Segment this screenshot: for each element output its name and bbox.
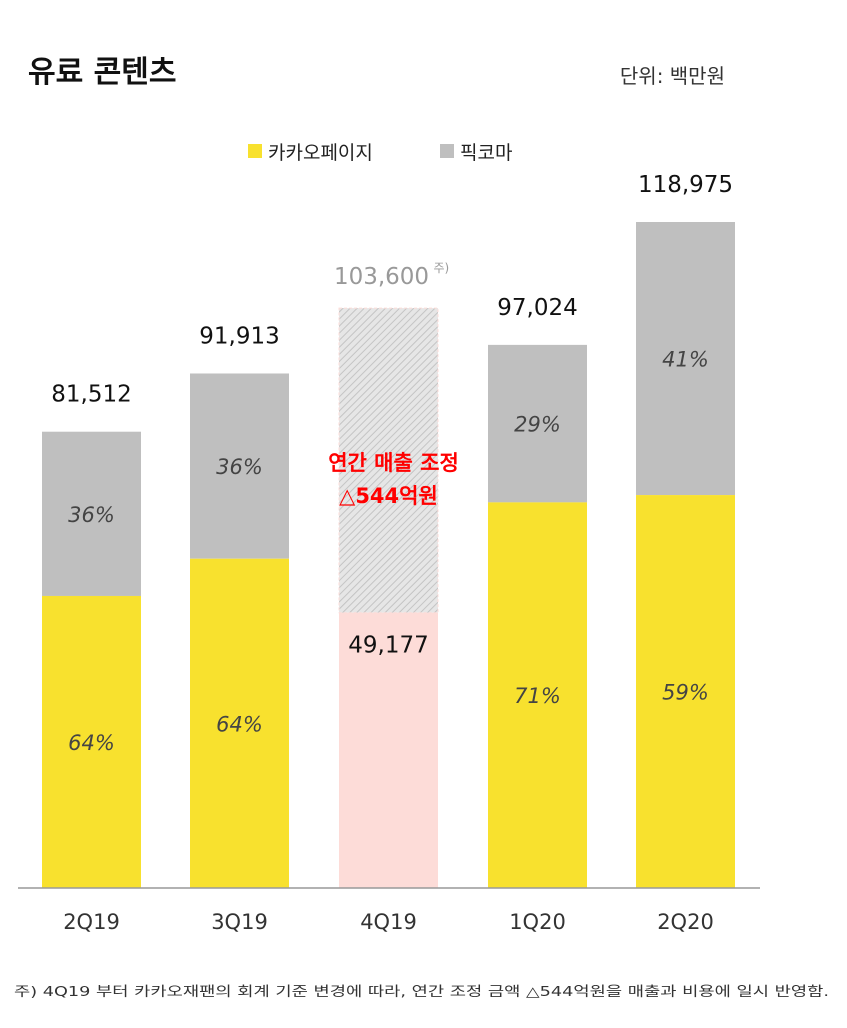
bar-segment-adjustment <box>338 307 439 614</box>
bar-segment-kakaopage <box>636 495 735 888</box>
total-value-label: 91,913 <box>199 323 279 349</box>
percent-label-piccoma: 36% <box>216 455 263 479</box>
legend-swatch-piccoma <box>440 144 454 158</box>
percent-label-kakaopage: 71% <box>514 684 561 708</box>
bar-segment-piccoma <box>488 344 587 503</box>
x-tick-label: 2Q20 <box>657 910 714 934</box>
bar-segment-piccoma <box>190 373 289 559</box>
legend-label-kakaopage: 카카오페이지 <box>268 142 373 164</box>
percent-label-piccoma: 41% <box>662 348 709 372</box>
total-value-label: 81,512 <box>51 382 131 408</box>
adjustment-annotation-line2: △544억원 <box>339 484 438 508</box>
percent-label-piccoma: 36% <box>68 503 115 527</box>
x-tick-label: 3Q19 <box>211 910 268 934</box>
reported-value-label: 49,177 <box>348 633 428 659</box>
total-value-label: 97,024 <box>497 295 577 321</box>
unit-label: 단위: 백만원 <box>620 64 725 88</box>
bar-segment-piccoma <box>42 431 141 596</box>
bar-segment-piccoma <box>636 222 735 496</box>
x-tick-label: 2Q19 <box>63 910 120 934</box>
total-value-label: 118,975 <box>638 172 733 198</box>
footnote: 주) 4Q19 부터 카카오재팬의 회계 기준 변경에 따라, 연간 조정 금액… <box>14 984 829 1000</box>
percent-label-piccoma: 29% <box>514 413 561 437</box>
chart-title: 유료 콘텐츠 <box>28 55 176 90</box>
total-value-label: 103,600 <box>334 264 429 290</box>
percent-label-kakaopage: 59% <box>662 681 709 705</box>
total-note-label: 주) <box>434 261 450 275</box>
adjustment-annotation-line1: 연간 매출 조정 <box>328 451 459 475</box>
legend-swatch-kakaopage <box>248 144 262 158</box>
percent-label-kakaopage: 64% <box>216 712 263 736</box>
bar-segment-reported <box>339 612 438 888</box>
x-tick-label: 4Q19 <box>360 910 417 934</box>
bar-segment-kakaopage <box>42 595 141 888</box>
bar-segment-kakaopage <box>488 502 587 888</box>
percent-label-kakaopage: 64% <box>68 731 115 755</box>
x-tick-label: 1Q20 <box>509 910 566 934</box>
bar-segment-kakaopage <box>190 558 289 888</box>
legend-label-piccoma: 픽코마 <box>460 142 512 164</box>
